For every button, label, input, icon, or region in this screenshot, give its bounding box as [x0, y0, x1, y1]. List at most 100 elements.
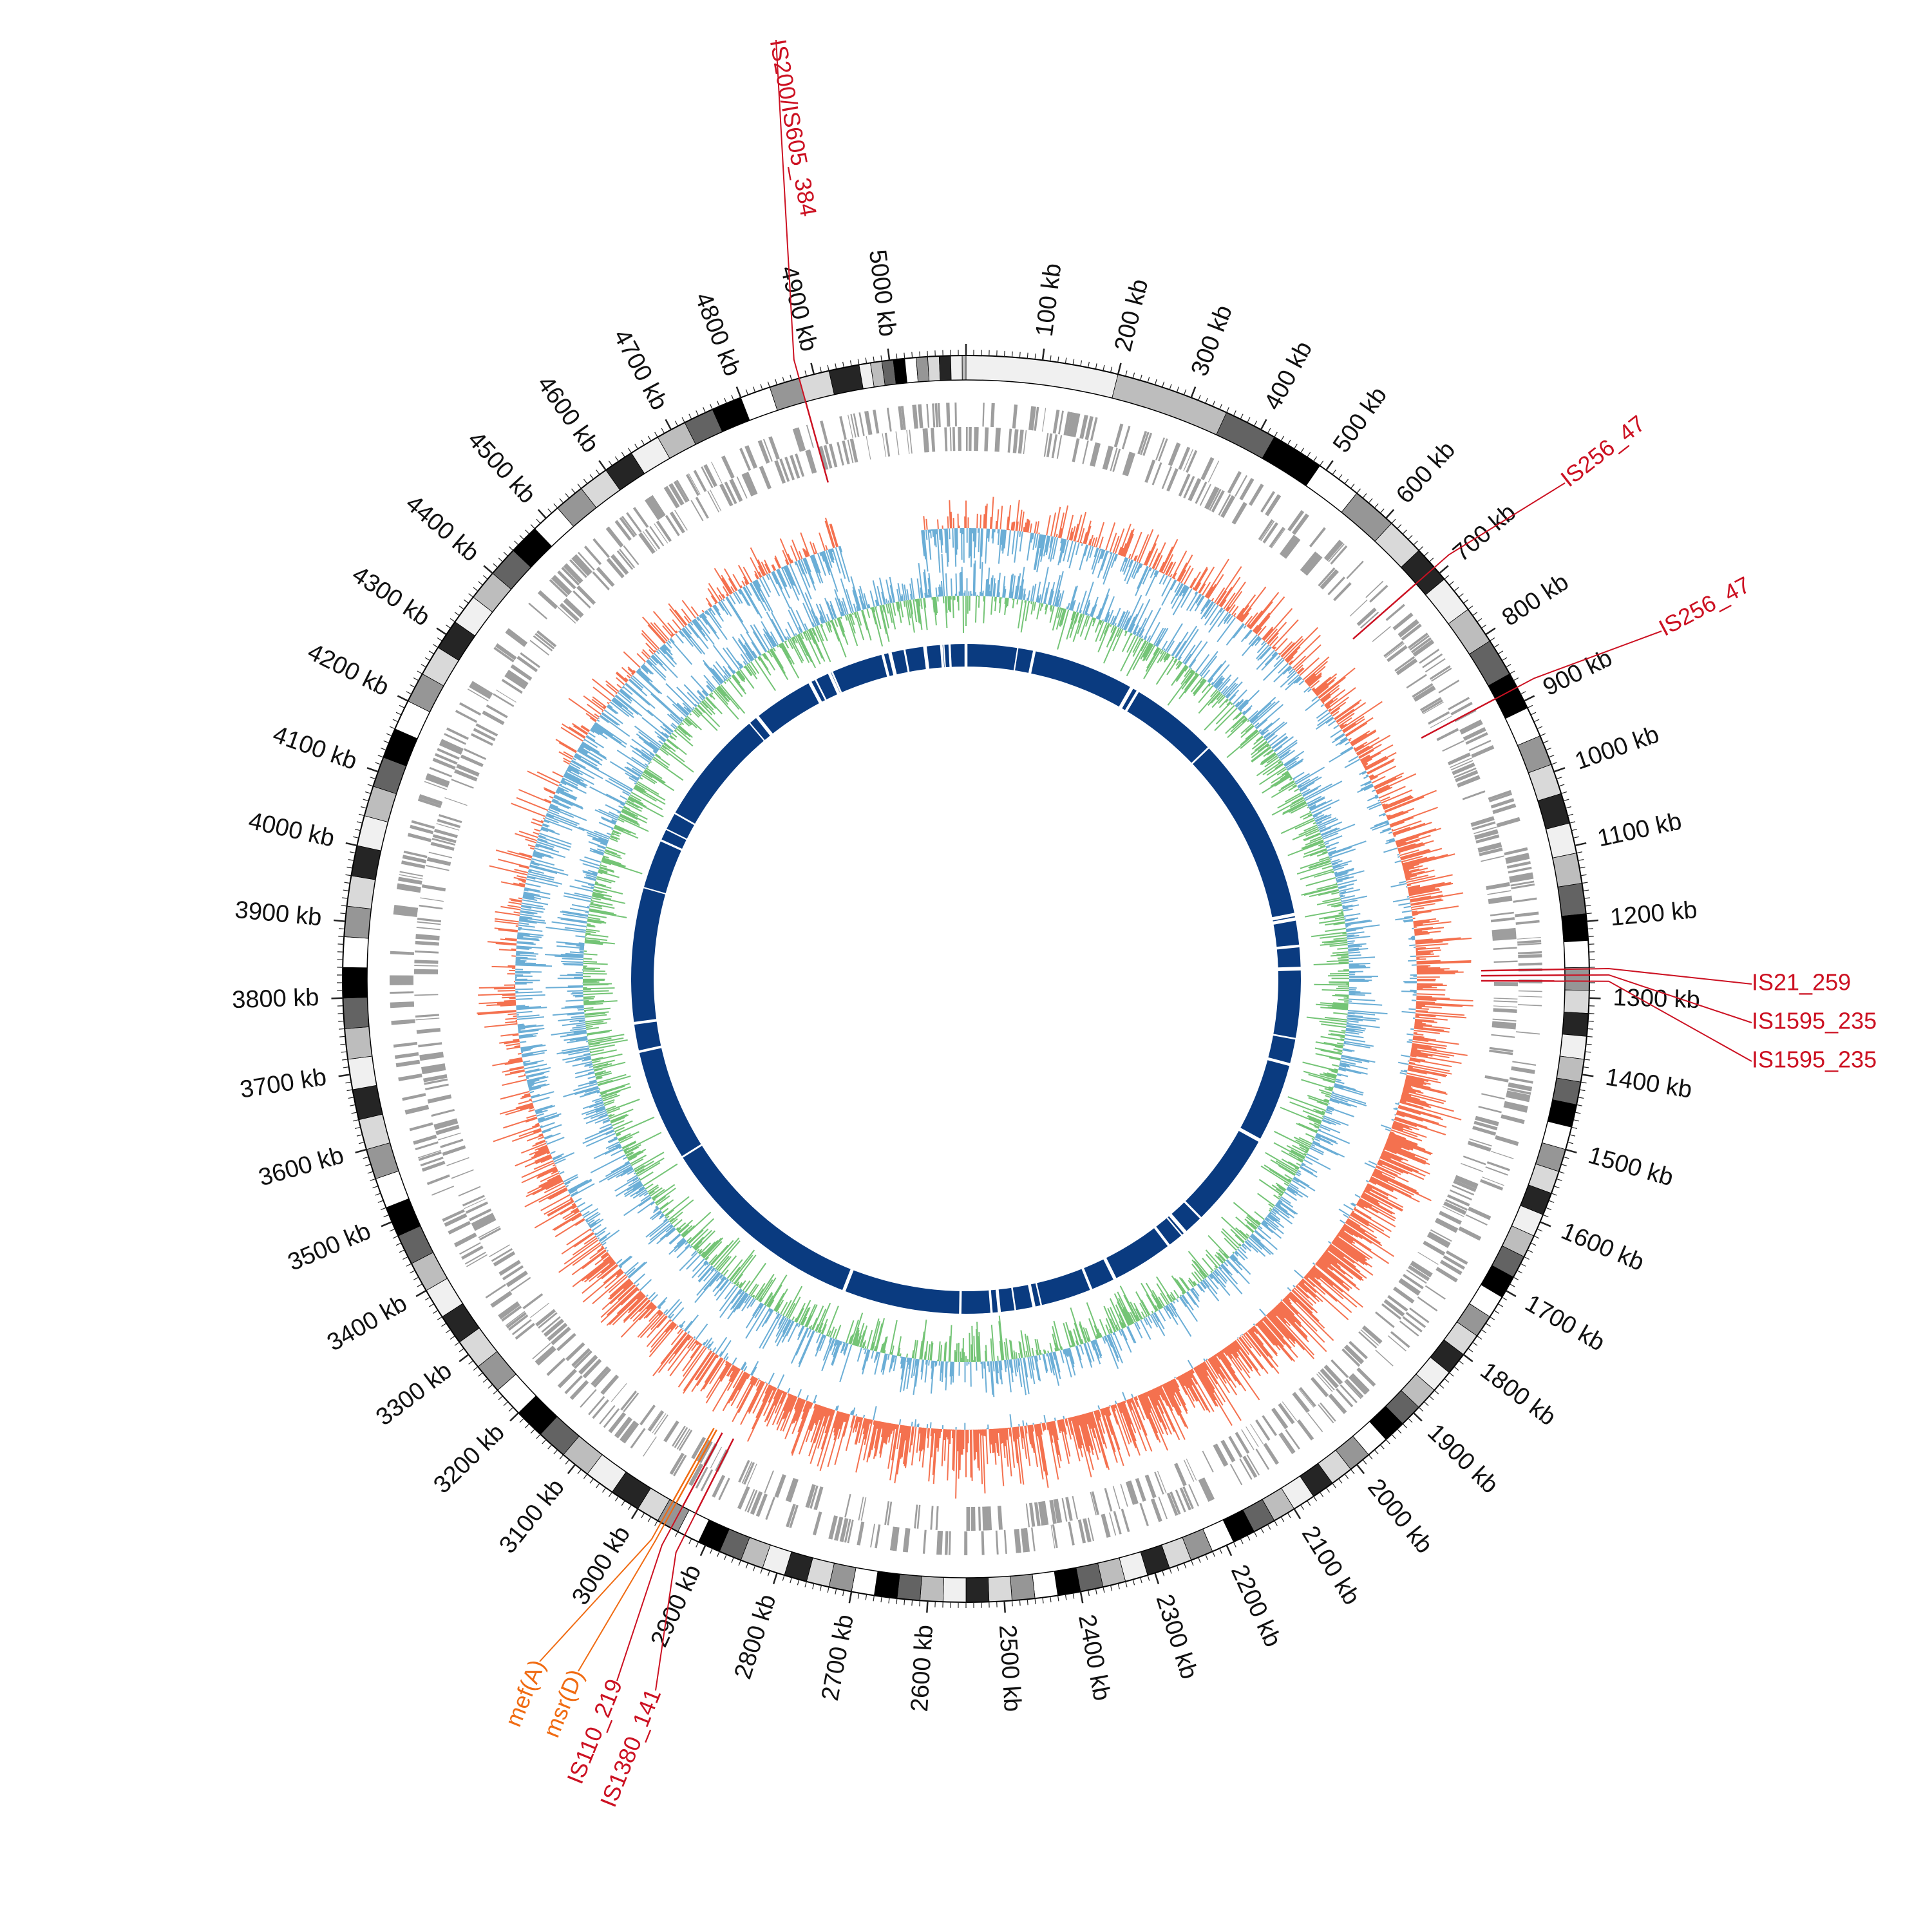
- gene-feature: [599, 1405, 616, 1425]
- tick-mark: [767, 1570, 770, 1577]
- gene-feature: [1299, 1387, 1316, 1407]
- tick-mark: [608, 460, 612, 466]
- tick-mark: [417, 1283, 423, 1287]
- inner-ring-gap: [659, 839, 683, 851]
- gene-feature: [1170, 1492, 1181, 1515]
- inner-ring-gap: [1081, 1267, 1093, 1291]
- tick-mark: [873, 356, 875, 363]
- gene-feature: [1018, 430, 1024, 454]
- tick-mark: [459, 605, 464, 610]
- tick-mark: [1490, 1316, 1495, 1321]
- gene-feature: [399, 871, 424, 877]
- gene-feature: [1326, 542, 1343, 562]
- gene-feature: [1304, 554, 1323, 576]
- gene-feature: [1021, 1528, 1025, 1553]
- ideogram-segment: [1557, 883, 1587, 917]
- gene-feature: [571, 1348, 591, 1367]
- annotation-marker: [1352, 583, 1417, 639]
- gene-feature: [473, 1217, 497, 1231]
- tick-mark: [1408, 1417, 1413, 1423]
- annotation-marker: [1481, 968, 1565, 972]
- gene-feature: [620, 1390, 638, 1411]
- gene-feature: [462, 1195, 485, 1207]
- tick-mark: [1050, 1596, 1052, 1603]
- gene-feature: [649, 495, 666, 518]
- gene-feature: [1341, 1348, 1361, 1367]
- gene-feature: [1492, 936, 1517, 941]
- tick-mark: [1176, 386, 1179, 393]
- gene-feature: [1471, 819, 1495, 827]
- gene-feature: [974, 427, 978, 451]
- tick-label: 3700 kb: [238, 1063, 328, 1103]
- gene-feature: [931, 428, 936, 452]
- gene-feature: [1206, 488, 1220, 510]
- gene-feature: [1053, 1499, 1060, 1524]
- inner-ring-gap: [948, 643, 952, 668]
- tick-mark: [1320, 460, 1324, 466]
- gene-feature: [1082, 415, 1088, 439]
- gene-feature: [466, 1254, 488, 1267]
- gene-feature: [1383, 1299, 1405, 1317]
- gene-feature: [814, 1486, 824, 1511]
- gene-feature: [1178, 446, 1191, 470]
- gene-feature: [668, 483, 684, 506]
- gene-feature: [1442, 740, 1464, 752]
- gene-feature: [1310, 1377, 1329, 1397]
- gene-feature: [944, 1531, 949, 1555]
- tick-mark: [1368, 498, 1373, 504]
- gene-feature: [674, 509, 688, 531]
- tick-mark: [621, 1500, 625, 1506]
- gene-feature: [1399, 1278, 1421, 1295]
- tick-mark: [1233, 1542, 1236, 1548]
- tick-mark: [904, 352, 905, 359]
- tick-mark: [873, 1595, 875, 1602]
- tick-mark: [738, 1560, 741, 1566]
- tick-label: 800 kb: [1497, 569, 1573, 632]
- tick-mark: [665, 419, 672, 430]
- gene-feature: [1409, 1307, 1430, 1323]
- tick-mark: [790, 1577, 792, 1584]
- gene-feature: [506, 1270, 528, 1287]
- gene-feature: [1309, 527, 1326, 547]
- gene-feature: [1403, 1273, 1424, 1289]
- gene-feature: [583, 545, 602, 565]
- gene-feature: [401, 860, 426, 869]
- gene-feature: [1188, 478, 1202, 502]
- gene-feature: [1298, 1388, 1314, 1408]
- tick-mark: [493, 563, 498, 568]
- gene-feature: [1072, 438, 1080, 462]
- gene-feature: [966, 427, 968, 451]
- gene-feature: [934, 403, 939, 428]
- gene-feature: [501, 679, 523, 694]
- gene-feature: [1489, 1046, 1513, 1052]
- gene-feature: [471, 1213, 494, 1226]
- gene-feature: [578, 1354, 598, 1375]
- gene-feature: [1413, 685, 1435, 701]
- tick-mark: [1374, 1449, 1379, 1455]
- gene-feature: [690, 500, 704, 522]
- gene-feature: [390, 981, 414, 985]
- gene-feature: [1246, 1454, 1260, 1476]
- gene-feature: [1517, 937, 1541, 940]
- gene-feature: [565, 598, 584, 616]
- gene-feature: [672, 1425, 686, 1447]
- gene-feature: [1079, 415, 1088, 439]
- gene-feature: [489, 1244, 510, 1258]
- tick-mark: [1154, 379, 1157, 385]
- gene-feature: [1220, 1439, 1236, 1463]
- gene-feature: [1046, 433, 1053, 458]
- gene-feature: [1515, 911, 1539, 918]
- tick-mark: [1391, 1434, 1396, 1439]
- tick-mark: [433, 644, 439, 648]
- gene-feature: [1158, 1496, 1168, 1520]
- gene-feature: [439, 742, 462, 755]
- ideogram-segment: [896, 1573, 922, 1601]
- tick-label: 4500 kb: [462, 426, 541, 509]
- gene-feature: [858, 412, 865, 437]
- gene-feature: [1490, 1151, 1514, 1159]
- gene-feature: [472, 1215, 495, 1229]
- tick-label: 1400 kb: [1604, 1063, 1694, 1103]
- tick-mark: [498, 557, 504, 562]
- tick-mark: [536, 1434, 541, 1439]
- gene-feature: [533, 635, 553, 652]
